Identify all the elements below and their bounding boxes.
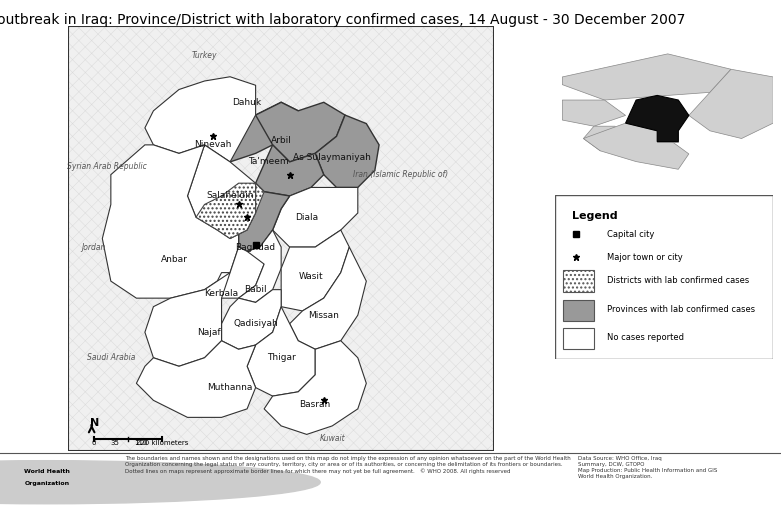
Polygon shape — [562, 54, 731, 100]
Text: Qadisiyah: Qadisiyah — [234, 319, 278, 328]
Text: Provinces with lab confirmed cases: Provinces with lab confirmed cases — [607, 305, 755, 314]
Polygon shape — [145, 77, 255, 162]
Text: The boundaries and names shown and the designations used on this map do not impl: The boundaries and names shown and the d… — [125, 457, 571, 473]
Text: Saudi Arabia: Saudi Arabia — [87, 353, 135, 362]
Polygon shape — [217, 183, 264, 239]
Polygon shape — [102, 145, 238, 298]
Text: Thigar: Thigar — [267, 353, 295, 362]
Polygon shape — [281, 230, 349, 311]
Text: Organization: Organization — [24, 481, 70, 486]
Text: 35: 35 — [111, 440, 119, 446]
Text: Iran (Islamic Republic of): Iran (Islamic Republic of) — [353, 170, 448, 179]
Text: Legend: Legend — [572, 211, 618, 221]
Polygon shape — [290, 247, 366, 349]
Polygon shape — [689, 69, 773, 139]
Text: Anbar: Anbar — [161, 255, 188, 264]
Text: Babil: Babil — [244, 285, 267, 294]
FancyBboxPatch shape — [555, 195, 773, 359]
FancyBboxPatch shape — [563, 328, 594, 349]
Polygon shape — [583, 126, 622, 151]
Text: Wasit: Wasit — [298, 272, 323, 281]
Text: Dahuk: Dahuk — [233, 98, 262, 107]
Text: 220 kilometers: 220 kilometers — [136, 440, 188, 446]
Text: Muthanna: Muthanna — [208, 383, 253, 392]
Text: Major town or city: Major town or city — [607, 253, 683, 262]
Text: Districts with lab confirmed cases: Districts with lab confirmed cases — [607, 276, 749, 285]
Polygon shape — [255, 102, 345, 162]
Text: Diala: Diala — [295, 213, 319, 222]
Text: N: N — [90, 418, 99, 428]
Polygon shape — [238, 183, 290, 251]
Polygon shape — [205, 102, 298, 162]
Polygon shape — [247, 307, 316, 396]
Polygon shape — [657, 131, 678, 142]
Text: Arbil: Arbil — [271, 136, 291, 145]
Polygon shape — [145, 272, 230, 366]
Polygon shape — [316, 115, 379, 187]
Text: Cholera outbreak in Iraq: Province/District with laboratory confirmed cases, 14 : Cholera outbreak in Iraq: Province/Distr… — [0, 13, 686, 27]
Text: Syrian Arab Republic: Syrian Arab Republic — [66, 162, 147, 171]
Polygon shape — [273, 187, 358, 247]
Text: 110: 110 — [134, 440, 148, 446]
Text: Basrah: Basrah — [300, 400, 331, 409]
Polygon shape — [255, 145, 324, 196]
Polygon shape — [264, 341, 366, 435]
Text: As Sulaymaniyah: As Sulaymaniyah — [294, 153, 371, 162]
Text: Data Source: WHO Office, Iraq
Summary, DCW, GTOPO
Map Production: Public Health : Data Source: WHO Office, Iraq Summary, D… — [578, 457, 717, 479]
Text: Turkey: Turkey — [192, 51, 217, 60]
Polygon shape — [137, 341, 255, 418]
Text: Jordan: Jordan — [82, 243, 106, 251]
Circle shape — [0, 461, 320, 504]
Text: World Health: World Health — [24, 469, 70, 474]
Polygon shape — [562, 100, 626, 126]
Text: Kerbala: Kerbala — [205, 289, 239, 299]
Text: No cases reported: No cases reported — [607, 333, 684, 342]
Text: Salaheldin: Salaheldin — [206, 191, 254, 201]
Polygon shape — [187, 145, 255, 230]
Polygon shape — [196, 183, 255, 239]
Text: Najaf: Najaf — [197, 328, 220, 337]
Text: Missan: Missan — [308, 311, 339, 320]
Text: Kuwait: Kuwait — [319, 434, 345, 443]
Polygon shape — [238, 230, 281, 303]
Text: Capital city: Capital city — [607, 230, 654, 239]
Polygon shape — [213, 247, 264, 298]
Text: 0: 0 — [91, 440, 96, 446]
Polygon shape — [583, 123, 689, 169]
Polygon shape — [626, 95, 689, 142]
Polygon shape — [222, 290, 281, 349]
FancyBboxPatch shape — [563, 270, 594, 292]
FancyBboxPatch shape — [563, 300, 594, 321]
Text: Ta'meem: Ta'meem — [248, 157, 289, 166]
Text: Ninevah: Ninevah — [194, 141, 232, 149]
Text: Baghdad: Baghdad — [236, 243, 276, 251]
